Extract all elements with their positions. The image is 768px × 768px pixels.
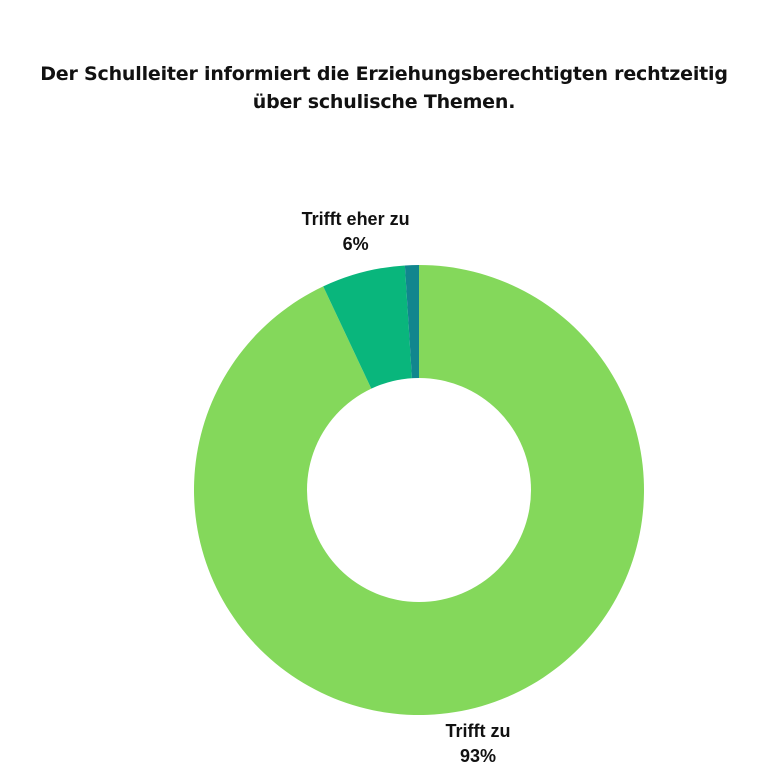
chart-title-line-2: über schulische Themen. [252, 91, 516, 113]
slice-label-trifft-eher-zu: Trifft eher zu [302, 209, 410, 229]
chart-title-line-1: Der Schulleiter informiert die Erziehung… [40, 63, 728, 85]
slice-value-trifft-eher-zu: 6% [343, 234, 369, 254]
slice-label-trifft-zu: Trifft zu [446, 721, 511, 741]
donut-hole [307, 378, 531, 602]
slice-value-trifft-zu: 93% [460, 746, 496, 766]
slice-labels: Trifft zu 93% Trifft eher zu 6% [302, 209, 511, 766]
chart-title: Der Schulleiter informiert die Erziehung… [0, 60, 768, 116]
